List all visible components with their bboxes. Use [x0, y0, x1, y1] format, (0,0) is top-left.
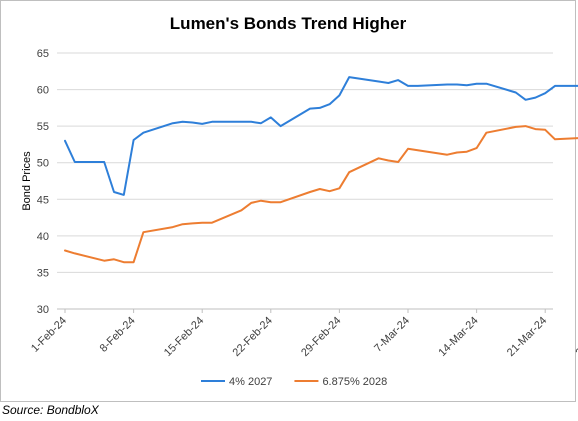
- source-note: Source: BondbloX: [2, 403, 99, 417]
- series-line-bond-2028: [64, 125, 578, 264]
- chart-canvas: 30 35 40 45 50 55 60 65 1-Feb-24 8-Feb-24 15-Feb-2…: [21, 48, 578, 388]
- x-tick-label: 21-Mar-24: [505, 315, 549, 359]
- y-tick-label: 55: [37, 121, 49, 133]
- x-tick-label: 14-Mar-24: [436, 315, 480, 359]
- y-tick-label: 50: [37, 158, 49, 170]
- chart-title: Lumen's Bonds Trend Higher: [169, 14, 407, 33]
- legend-label-bond-2028: 6.875% 2028: [322, 376, 387, 388]
- x-tick-label: 1-Feb-24: [29, 315, 69, 355]
- x-tick-label: 8-Feb-24: [98, 315, 138, 355]
- y-axis-title: Bond Prices: [21, 151, 33, 211]
- y-tick-label: 35: [37, 267, 49, 279]
- series-line-bond-2027: [64, 76, 578, 196]
- x-tick-label: 29-Feb-24: [299, 315, 343, 359]
- legend-label-bond-2027: 4% 2027: [229, 376, 272, 388]
- y-tick-label: 60: [37, 85, 49, 97]
- y-tick-label: 45: [37, 194, 49, 206]
- y-tick-label: 65: [37, 48, 49, 60]
- y-tick-label: 30: [37, 304, 49, 316]
- x-tick-label: 7-Mar-24: [372, 315, 412, 355]
- x-tick-label: 22-Feb-24: [231, 315, 275, 359]
- y-tick-label: 40: [37, 231, 49, 243]
- x-tick-label: 15-Feb-24: [162, 315, 206, 359]
- x-tick-label: 28-Mar-24: [574, 315, 578, 359]
- chart-frame: [0, 0, 576, 402]
